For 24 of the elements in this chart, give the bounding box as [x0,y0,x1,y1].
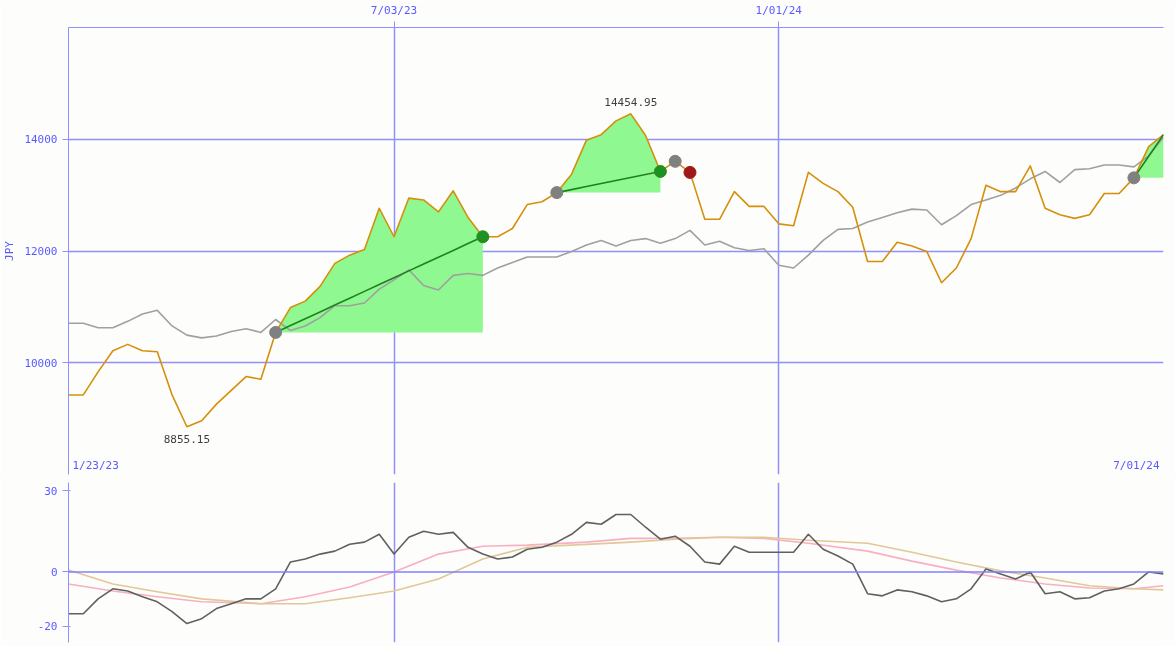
point [269,325,283,339]
point [668,154,682,168]
annotation: 8855.15 [163,432,211,446]
annotation: 14454.95 [604,95,658,109]
line-series [68,513,1164,625]
line-series [68,113,1164,428]
annotation: 1/23/23 [72,458,119,472]
x-tick-label: 1/01/24 [755,3,803,17]
point [550,186,564,200]
line-series [68,536,1164,605]
y-tick-label: 0 [50,565,58,579]
y-tick-label: 12000 [24,245,58,258]
point [1127,171,1141,185]
y-tick-label: 14000 [24,133,58,147]
line-series [68,136,1164,339]
x-tick-label: 7/03/23 [370,3,418,17]
annotation: 7/01/24 [1113,458,1160,472]
y-axis-title: JPY [3,240,17,261]
y-tick-label: 10000 [24,356,58,370]
point [476,230,490,244]
point [653,164,667,178]
y-tick-label: 30 [44,484,58,498]
point [683,165,697,179]
y-tick-label: -20 [37,620,58,634]
